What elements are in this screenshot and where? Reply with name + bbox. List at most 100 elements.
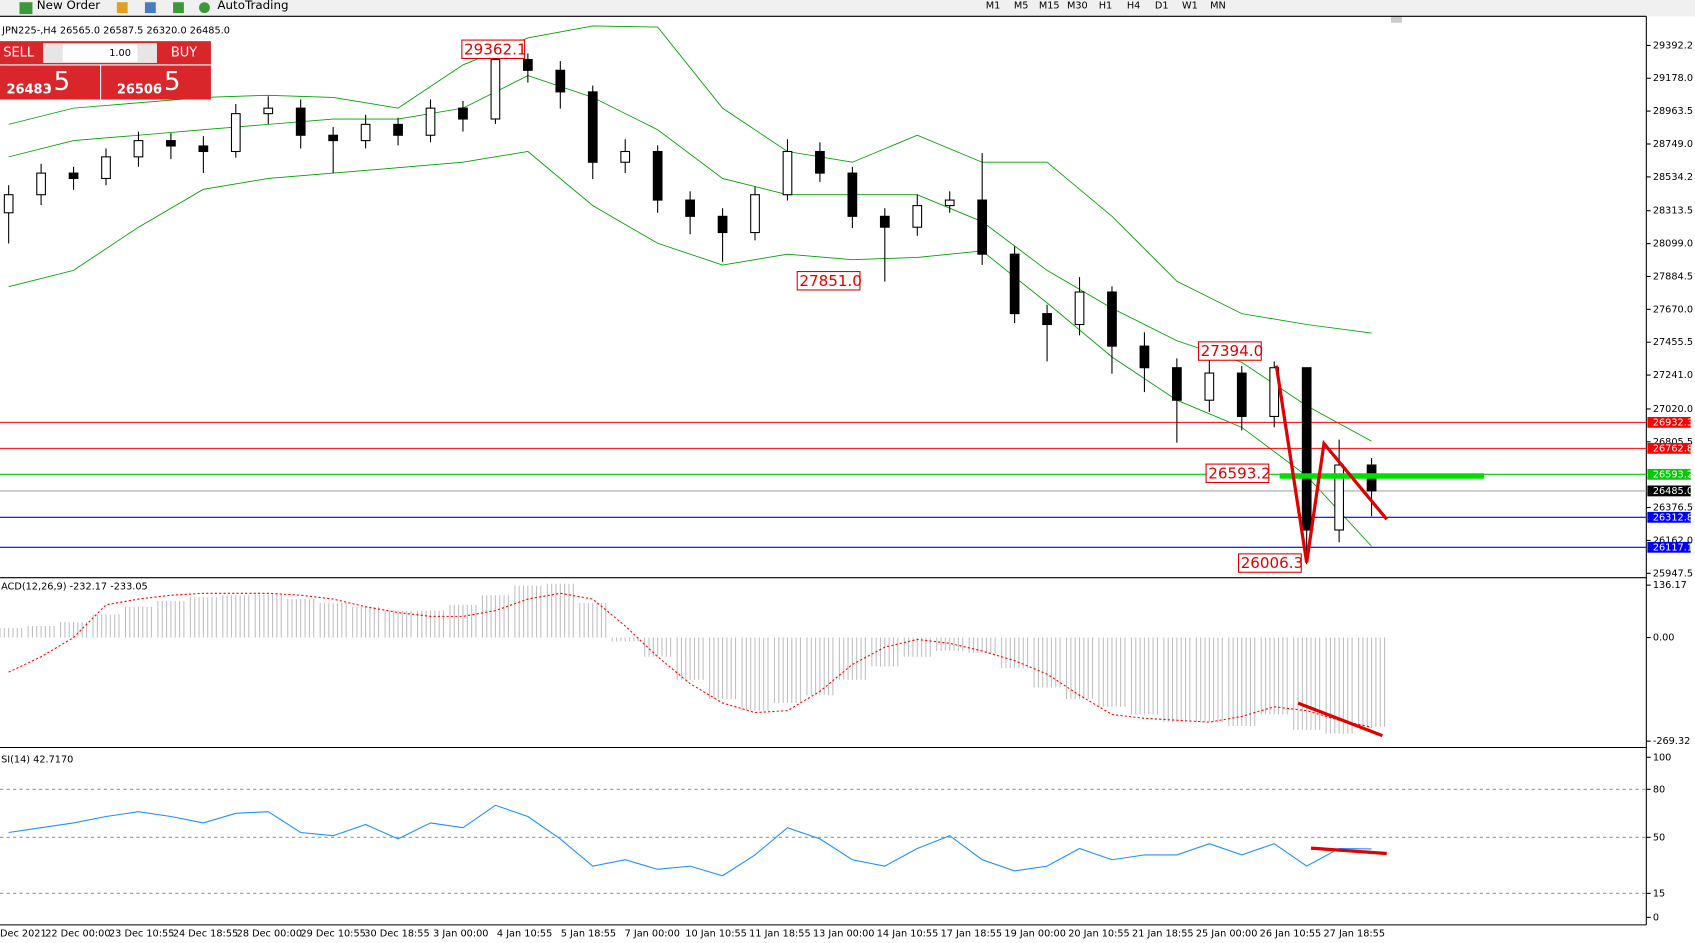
x-tick-label: 28 Dec 00:00 <box>237 929 302 939</box>
annotation-box <box>796 271 861 291</box>
level-tag <box>1647 511 1691 523</box>
candle-body <box>1009 253 1020 315</box>
level-tag <box>1647 416 1691 428</box>
timeframe-button[interactable]: M1 <box>986 0 1001 11</box>
candle-body <box>1236 372 1247 417</box>
level-tag <box>1647 485 1691 497</box>
y-tick-label: 27884.5 <box>1653 271 1693 282</box>
arrow-drawing <box>1297 701 1383 738</box>
y-tick-label: 27241.0 <box>1653 370 1693 381</box>
x-tick-label: 3 Jan 00:00 <box>433 929 488 939</box>
y-tick-label: 28313.5 <box>1653 206 1693 217</box>
timeframes: M1 M5 M15 M30 H1 H4 D1 W1 MN <box>986 0 1226 11</box>
candle-body <box>490 59 501 120</box>
x-tick-label: 26 Jan 10:55 <box>1260 929 1322 939</box>
candle-body <box>977 199 988 255</box>
y-tick-label: 50 <box>1653 832 1665 843</box>
y-tick-label: 15 <box>1653 888 1665 899</box>
tool-icon[interactable] <box>116 2 128 14</box>
new-order-button[interactable]: New Order <box>37 0 101 12</box>
ohlc: 26565.0 26587.5 26320.0 26485.0 <box>60 25 230 36</box>
level-tag <box>1647 541 1691 553</box>
timeframe-button[interactable]: H4 <box>1127 0 1141 11</box>
arrow-drawing <box>1274 365 1388 563</box>
y-tick-label: 25947.5 <box>1653 568 1693 579</box>
y-tick-label: 26805.5 <box>1653 437 1693 448</box>
candle-body <box>1269 367 1280 417</box>
candle-body <box>847 172 858 217</box>
candle-body <box>360 123 371 142</box>
candle-body <box>620 150 631 163</box>
lots-input[interactable] <box>43 43 157 63</box>
bid-pips[interactable]: .5 <box>45 67 70 97</box>
annotation-box <box>1237 553 1302 573</box>
ask-price[interactable]: 26506 <box>117 82 162 97</box>
toolbar: New Order AutoTrading M1 M5 M15 M30 H1 H4 D1 W1… <box>0 0 1695 23</box>
arrow-drawing <box>1310 846 1387 856</box>
timeframe-button[interactable]: D1 <box>1155 0 1169 11</box>
y-tick-label: 26162.0 <box>1653 535 1693 546</box>
y-tick-label: 27670.0 <box>1653 304 1693 315</box>
x-tick-label: 24 Dec 18:55 <box>173 929 238 939</box>
y-tick-label: 26376.5 <box>1653 503 1693 514</box>
indicator-title: ACD(12,26,9) -232.17 -233.05 <box>1 581 148 592</box>
lots-down[interactable] <box>43 43 63 63</box>
y-tick-label: 27020.0 <box>1653 404 1693 415</box>
y-tick-label: 0 <box>1653 912 1659 923</box>
annotation: 27394.0 <box>1201 342 1264 360</box>
candle-body <box>1301 367 1312 531</box>
tool-icon[interactable] <box>144 2 156 14</box>
y-tick-label: -269.32 <box>1653 736 1691 747</box>
x-tick-label: 7 Jan 00:00 <box>625 929 680 939</box>
y-tick-label: 28099.0 <box>1653 239 1693 250</box>
tool-icon[interactable] <box>173 2 184 14</box>
candle-body <box>458 107 468 120</box>
candle-body <box>3 194 14 214</box>
bid-price[interactable]: 26483 <box>6 82 51 97</box>
x-tick-label: 11 Jan 18:55 <box>749 929 811 939</box>
timeframe-button[interactable]: MN <box>1210 0 1226 11</box>
timeframe-button[interactable]: M30 <box>1067 0 1088 11</box>
sell-button[interactable]: SELL <box>3 46 35 61</box>
level-label: 26485.0 <box>1653 486 1693 497</box>
annotation: 29362.1 <box>464 40 527 58</box>
candle-body <box>685 199 695 217</box>
lots-up[interactable] <box>137 43 157 63</box>
level-label: 26312.8 <box>1653 512 1693 523</box>
timeframe-button[interactable]: W1 <box>1182 0 1198 11</box>
x-tick-label: 29 Dec 10:55 <box>300 929 365 939</box>
candle-body <box>1042 313 1052 326</box>
candle-body <box>1334 464 1344 531</box>
candle-body <box>425 107 436 136</box>
candle-body <box>1107 291 1117 347</box>
x-tick-label: 23 Dec 10:55 <box>109 929 174 939</box>
buy-button[interactable]: BUY <box>171 46 197 61</box>
new-order-icon[interactable] <box>19 2 33 15</box>
candle-body <box>652 150 663 201</box>
annotation-box <box>1205 463 1270 484</box>
y-tick-label: 29392.2 <box>1653 40 1693 51</box>
x-tick-label: 13 Jan 00:00 <box>813 929 875 939</box>
timeframe-button[interactable]: M5 <box>1014 0 1029 11</box>
candle-body <box>263 107 274 115</box>
x-tick-label: 30 Dec 18:55 <box>364 929 429 939</box>
level-label: 26593.2 <box>1653 469 1693 480</box>
annotation: 26006.3 <box>1241 554 1304 572</box>
timeframe-button[interactable]: H1 <box>1099 0 1113 11</box>
bollinger-upper <box>8 25 1372 334</box>
lots-value[interactable]: 1.00 <box>109 48 131 59</box>
indicator-title: SI(14) 42.7170 <box>1 754 73 765</box>
x-tick-label: 27 Jan 18:55 <box>1323 929 1385 939</box>
autotrading-icon[interactable] <box>199 2 210 14</box>
ask-pips[interactable]: .5 <box>156 67 181 97</box>
autotrading-button[interactable]: AutoTrading <box>217 0 288 12</box>
y-tick-label: 27455.5 <box>1653 337 1693 348</box>
annotation: 27851.0 <box>799 272 862 290</box>
candle-body <box>1172 367 1182 401</box>
timeframe-button[interactable]: M15 <box>1039 0 1060 11</box>
symbol: JPN225-,H4 <box>1 25 57 36</box>
scroll-marker <box>1391 16 1402 23</box>
x-tick-label: 20 Jan 10:55 <box>1068 929 1130 939</box>
